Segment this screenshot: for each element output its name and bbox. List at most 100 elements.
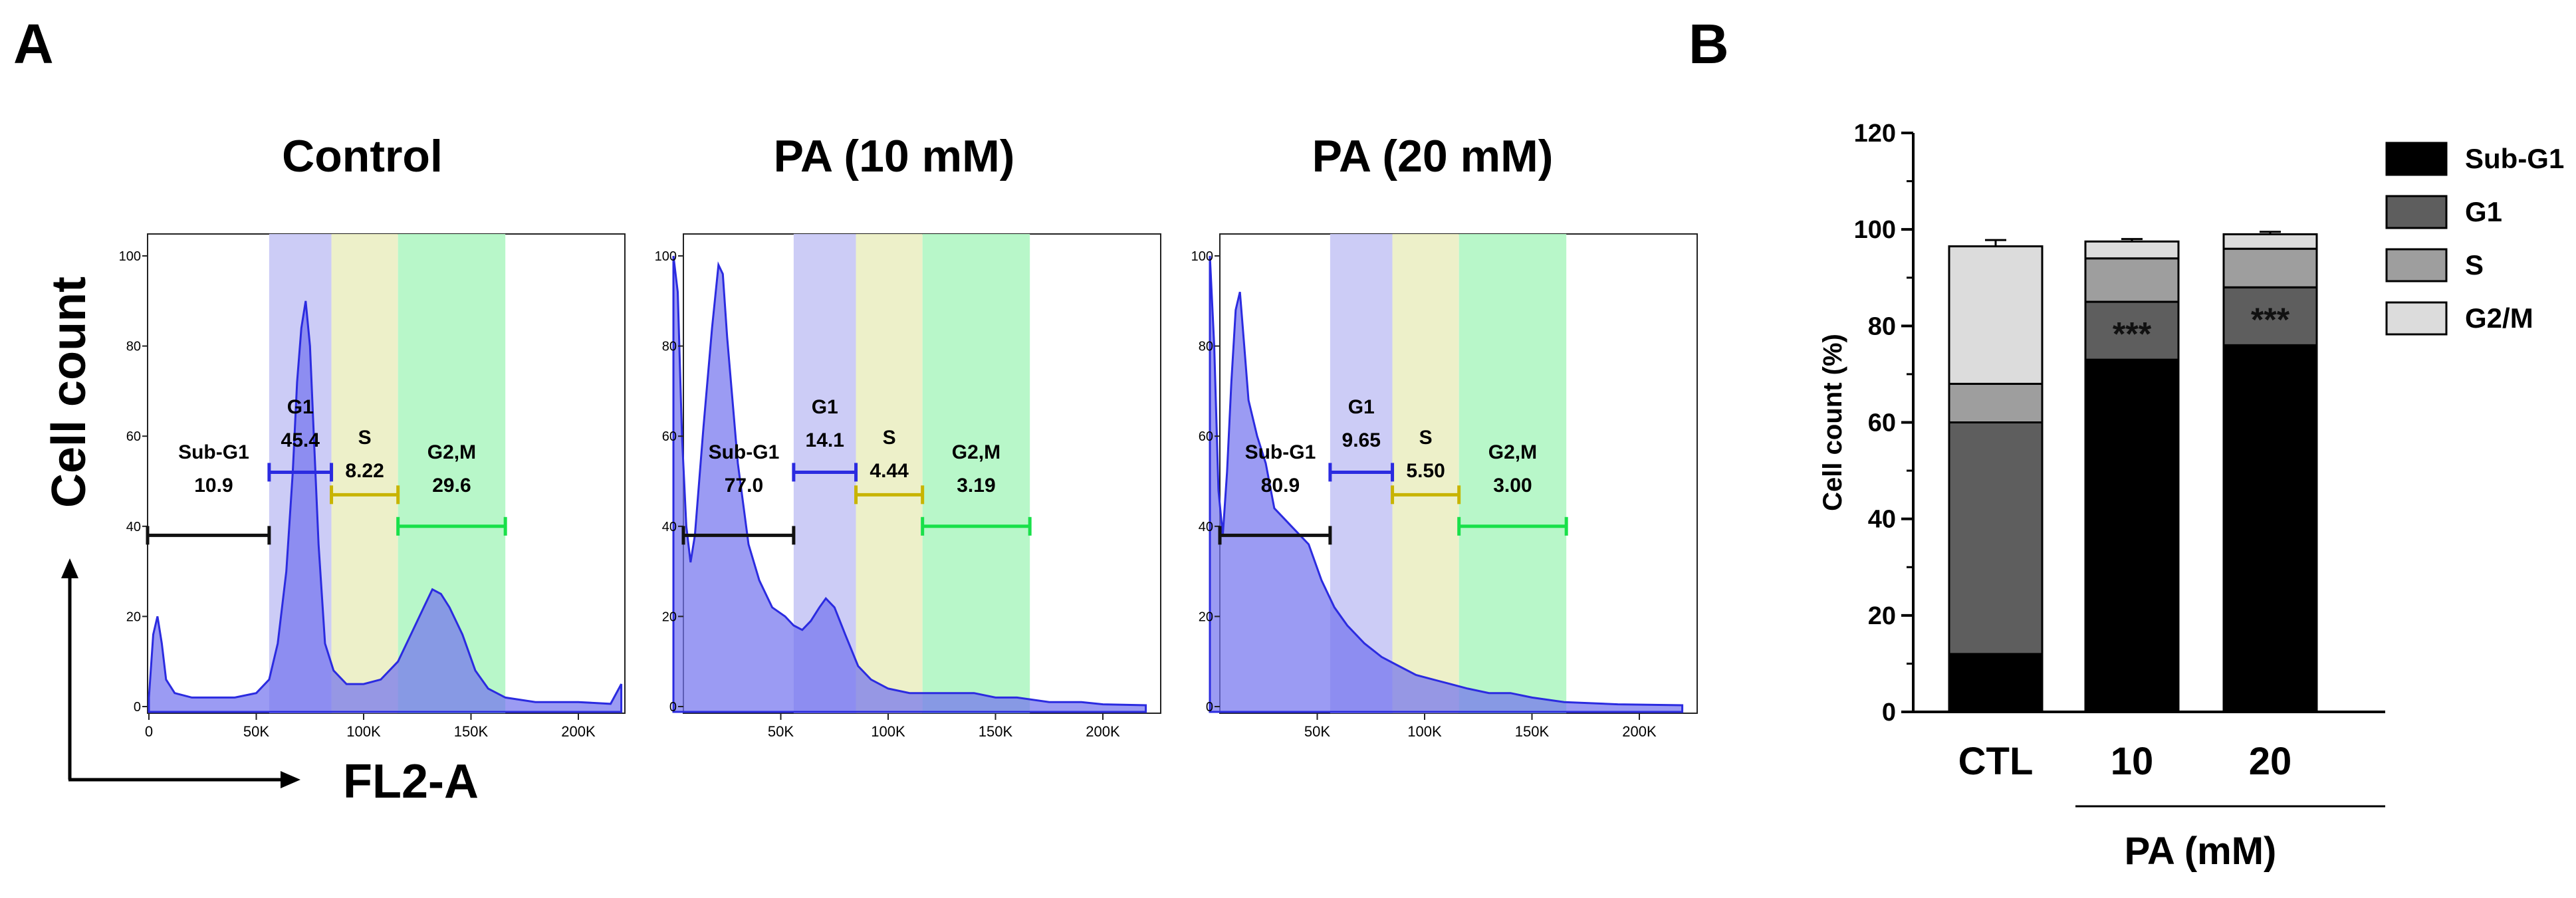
x-tick-label: 50K (1304, 723, 1330, 740)
y-tick-label: 100 (119, 249, 141, 264)
bar-segment-g2m (2222, 233, 2318, 250)
gate-s: S 5.50 (1391, 427, 1461, 505)
gate-g1: G1 14.1 (792, 396, 858, 482)
bar-segment-sub-g1 (1948, 653, 2044, 713)
y-tick-label: 0 (1882, 699, 1896, 727)
x-tick-label: 150K (1515, 723, 1550, 740)
gate-g2m: G2,M 3.19 (921, 441, 1032, 536)
legend-swatch-g2m (2385, 301, 2448, 336)
histogram-panel-2: PA (10 mM) 0 20 40 60 80 100 50K 100K 150K 200K Sub… (655, 131, 1161, 740)
legend-swatch-s (2385, 248, 2448, 282)
gate-name-label: S (1419, 427, 1433, 449)
gate-band-s (856, 234, 923, 713)
bar-stack-ctl: CTL (1948, 239, 2044, 783)
gate-value-label: 4.44 (870, 460, 909, 482)
bar-segment-g1 (1948, 421, 2044, 655)
legend: Sub-G1 G1 S G2/M (2385, 142, 2564, 336)
x-tick-label: 0 (145, 723, 153, 740)
gate-value-label: 10.9 (194, 475, 233, 497)
x-category-label: 10 (2111, 740, 2154, 783)
gate-sub-g1: Sub-G1 10.9 (146, 441, 271, 545)
bar-segment-sub-g1 (2222, 344, 2318, 713)
x-tick-label: 100K (1407, 723, 1442, 740)
bar-segment-g2m (2084, 240, 2180, 260)
gate-band-s (331, 234, 398, 713)
gate-name-label: Sub-G1 (178, 441, 249, 463)
gate-value-label: 29.6 (432, 475, 471, 497)
y-tick-label: 60 (1199, 429, 1213, 444)
legend-swatch-g1 (2385, 195, 2448, 229)
histogram-panel-1: Control 0 20 40 60 80 100 0 50K 100K 150K 200K Sub-G… (119, 131, 626, 740)
y-tick-label: 40 (126, 520, 141, 534)
legend-label: G1 (2465, 196, 2502, 227)
gate-name-label: G1 (287, 396, 314, 418)
gate-value-label: 3.00 (1493, 475, 1532, 497)
stacked-bar-chart: 0 20 40 60 80 100 120 Cell count (%) CTL 10 20 *** *… (1818, 120, 2564, 873)
panel-a-y-axis-title: Cell count (43, 277, 96, 508)
y-tick-label: 20 (1868, 602, 1896, 630)
gate-name-label: G1 (812, 396, 838, 418)
bar-stack-10: 10 (2084, 238, 2180, 783)
gate-value-label: 77.0 (725, 475, 763, 497)
significance-label: *** (2113, 316, 2152, 353)
y-tick-label: 60 (1868, 409, 1896, 437)
x-tick-label: 50K (768, 723, 794, 740)
histogram-area (672, 255, 1147, 713)
x-axis-arrowhead (281, 771, 300, 788)
significance-label: *** (2251, 301, 2290, 338)
bar-stack-20: 20 (2222, 231, 2318, 783)
x-tick-label: 50K (243, 723, 269, 740)
y-tick-label: 40 (662, 520, 677, 534)
x-tick-label: 200K (561, 723, 596, 740)
y-tick-label: 80 (1868, 312, 1896, 340)
histogram-area (148, 300, 623, 713)
histogram-panel-3: PA (20 mM) 0 20 40 60 80 100 50K 100K 150K 200K Sub… (1191, 131, 1698, 740)
x-axis-title: PA (mM) (2125, 830, 2277, 873)
bar-segment-g1 (2222, 286, 2318, 346)
y-tick-label: 40 (1199, 520, 1213, 534)
histogram-area (1209, 255, 1684, 713)
panel-a-x-axis-title: FL2-A (343, 755, 479, 808)
gate-g1: G1 45.4 (267, 396, 334, 482)
gate-sub-g1: Sub-G1 77.0 (681, 441, 796, 545)
gate-value-label: 9.65 (1342, 429, 1381, 451)
y-tick-label: 0 (669, 700, 677, 715)
gate-name-label: G2,M (1488, 441, 1537, 463)
y-tick-label: 80 (126, 340, 141, 354)
legend-label: G2/M (2465, 302, 2533, 334)
y-tick-label: 60 (662, 429, 677, 444)
histogram-title: PA (20 mM) (1312, 131, 1554, 181)
histogram-title: PA (10 mM) (774, 131, 1015, 181)
gate-value-label: 5.50 (1406, 460, 1445, 482)
gate-name-label: Sub-G1 (1245, 441, 1316, 463)
gate-g1: G1 9.65 (1328, 396, 1395, 482)
y-tick-label: 120 (1854, 120, 1896, 148)
y-axis-title: Cell count (%) (1818, 334, 1847, 511)
gate-g2m: G2,M 29.6 (396, 441, 507, 536)
y-tick-label: 0 (134, 700, 141, 715)
gate-name-label: S (358, 427, 372, 449)
gate-s: S 4.44 (854, 427, 925, 505)
bar-segment-s (2084, 257, 2180, 303)
gate-name-label: G2,M (952, 441, 1000, 463)
bar-segment-s (1948, 382, 2044, 424)
y-tick-label: 20 (1199, 610, 1213, 624)
y-tick-label: 100 (1854, 216, 1896, 244)
panel-b-label: B (1689, 13, 1729, 75)
gate-g2m: G2,M 3.00 (1457, 441, 1568, 536)
x-category-label: CTL (1958, 740, 2034, 783)
bar-segment-g2m (1948, 245, 2044, 385)
y-tick-label: 20 (662, 610, 677, 624)
x-tick-label: 200K (1086, 723, 1120, 740)
bar-segment-s (2222, 247, 2318, 288)
gate-band-g2m (1459, 234, 1567, 713)
gate-sub-g1: Sub-G1 80.9 (1218, 441, 1332, 545)
bar-segment-g1 (2084, 300, 2180, 361)
x-category-label: 20 (2249, 740, 2292, 783)
y-tick-label: 80 (662, 340, 677, 354)
gate-band-g2m (922, 234, 1030, 713)
histogram-panels: Control 0 20 40 60 80 100 0 50K 100K 150K 200K Sub-G… (119, 131, 1698, 740)
gate-name-label: S (883, 427, 896, 449)
histogram-title: Control (282, 131, 443, 181)
